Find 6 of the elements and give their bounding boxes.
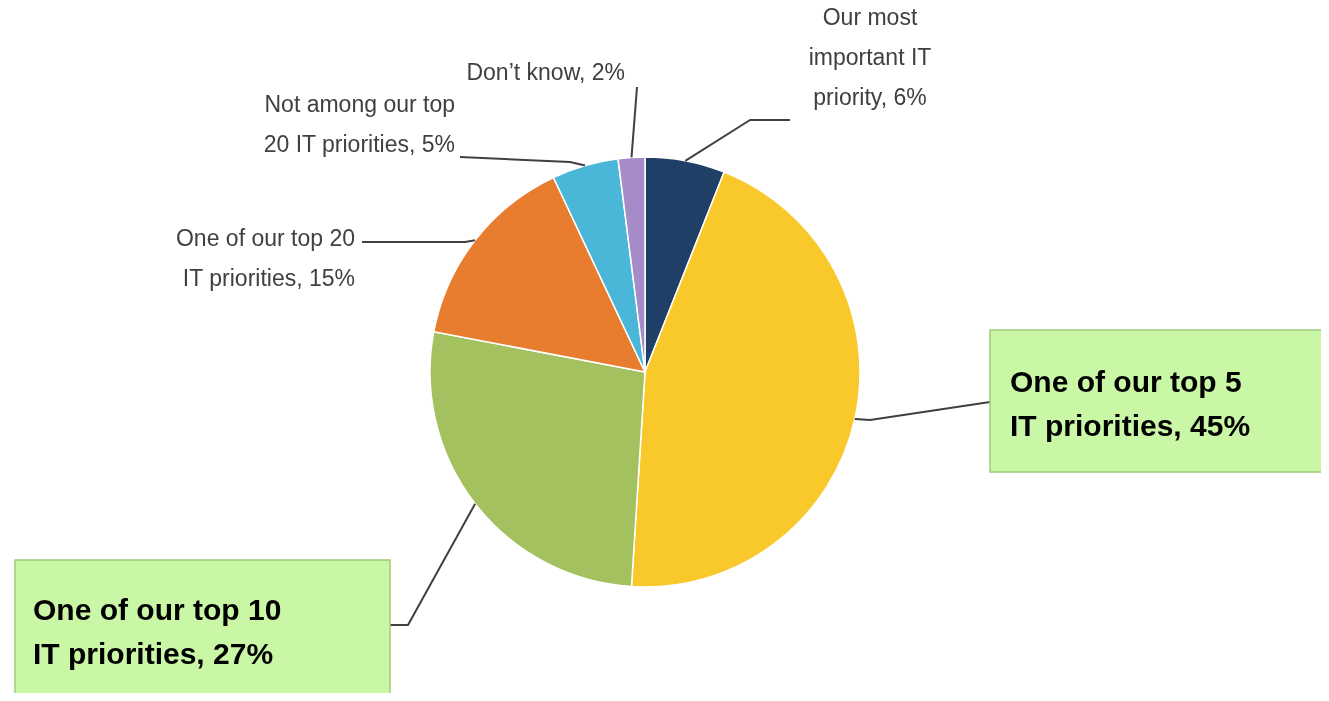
slice-label: Our most important IT priority, 6% bbox=[808, 4, 932, 110]
slice-label: One of our top 20 IT priorities, 15% bbox=[175, 225, 355, 291]
slice-label: Don’t know, 2% bbox=[466, 59, 625, 85]
slice-label: One of our top 10 IT priorities, 27% bbox=[33, 593, 282, 670]
slice-label: Not among our top 20 IT priorities, 5% bbox=[263, 91, 455, 157]
slice-label: One of our top 5 IT priorities, 45% bbox=[1010, 365, 1251, 442]
